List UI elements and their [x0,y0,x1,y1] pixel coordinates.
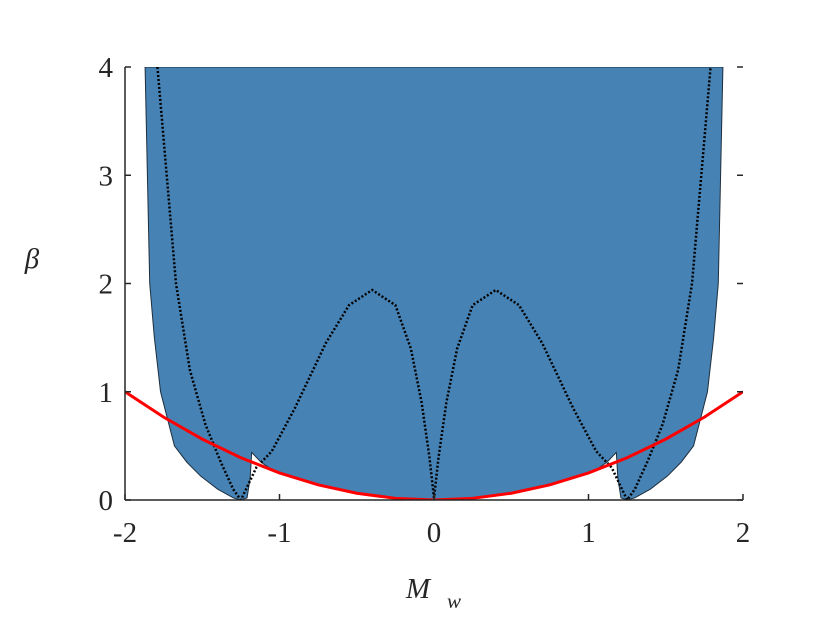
y-axis-label: β [24,243,40,275]
y-tick-label: 0 [99,485,114,517]
y-tick-label: 4 [99,52,114,84]
x-tick-label: 2 [736,517,751,549]
y-tick-label: 3 [99,160,114,192]
line [125,390,743,500]
x-tick-label: 0 [427,517,442,549]
x-axis-label: M [405,573,432,605]
x-tick-label: -1 [267,517,291,549]
x-tick-label: 1 [581,517,596,549]
x-tick-label: -2 [113,517,137,549]
x-axis-label-subscript: w [447,589,461,613]
area [144,67,724,500]
y-tick-label: 1 [99,377,114,409]
y-tick-label: 2 [99,269,114,301]
